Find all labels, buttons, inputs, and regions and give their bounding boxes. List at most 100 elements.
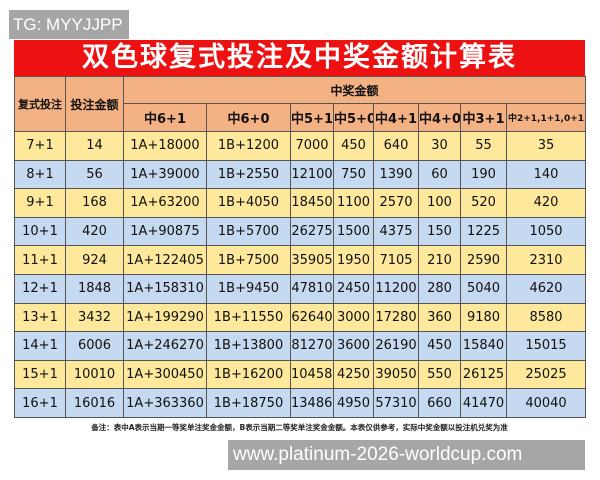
table-cell: 1A+300450 bbox=[123, 359, 207, 390]
table-cell: 35905 bbox=[290, 245, 334, 275]
table-cell: 9180 bbox=[460, 302, 507, 333]
table-cell: 11200 bbox=[373, 273, 419, 304]
table-cell: 2310 bbox=[505, 245, 587, 275]
table-cell: 168 bbox=[65, 188, 124, 218]
table-cell: 11+1 bbox=[14, 245, 66, 275]
table-cell: 4620 bbox=[505, 273, 587, 304]
table-cell: 550 bbox=[418, 359, 461, 390]
table-cell: 3432 bbox=[65, 302, 124, 333]
table-cell: 1A+18000 bbox=[123, 131, 207, 161]
table-row: 12+1 1848 1A+158310 1B+9450 47810 2450 11200 28… bbox=[14, 273, 587, 304]
table-cell: 10010 bbox=[65, 359, 124, 390]
table-row: 11+1 924 1A+122405 1B+7500 35905 1950 7105 210 2… bbox=[14, 245, 587, 275]
table-cell: 14+1 bbox=[14, 331, 66, 361]
table-cell: 1B+4050 bbox=[206, 188, 291, 218]
header-prize: 中4+0 bbox=[418, 103, 461, 132]
table-cell: 1B+16200 bbox=[206, 359, 291, 390]
table-cell: 17280 bbox=[373, 302, 419, 333]
table-cell: 520 bbox=[460, 188, 507, 218]
table-cell: 640 bbox=[373, 131, 419, 161]
table-cell: 26190 bbox=[373, 331, 419, 361]
table-cell: 2450 bbox=[333, 273, 374, 304]
header-prize: 中6+1 bbox=[123, 103, 207, 132]
table-cell: 190 bbox=[460, 159, 507, 190]
header-prize-group: 中奖金额 bbox=[122, 76, 587, 104]
table-cell: 57310 bbox=[373, 388, 419, 418]
table-cell: 5040 bbox=[460, 273, 507, 304]
table-cell: 1B+9450 bbox=[206, 273, 291, 304]
table-cell: 1A+63200 bbox=[123, 188, 207, 218]
table-cell: 60 bbox=[418, 159, 461, 190]
table-cell: 1B+11550 bbox=[206, 302, 291, 333]
header-bet-amount: 投注金额 bbox=[65, 76, 124, 132]
footnote: 备注：表中A表示当期一等奖单注奖金金额，B表示当期二等奖单注奖金金额。本表仅供参… bbox=[91, 423, 508, 432]
table-cell: 8580 bbox=[505, 302, 587, 333]
table-cell: 3600 bbox=[333, 331, 374, 361]
header-prize: 中5+1 bbox=[290, 103, 334, 132]
table-cell: 280 bbox=[418, 273, 461, 304]
table-cell: 10+1 bbox=[14, 216, 66, 247]
table-cell: 1950 bbox=[333, 245, 374, 275]
table-cell: 16+1 bbox=[14, 388, 66, 418]
table-cell: 26275 bbox=[290, 216, 334, 247]
table-cell: 25025 bbox=[505, 359, 587, 390]
table-cell: 134860 bbox=[290, 388, 334, 418]
header-prize: 中2+1,1+1,0+1 bbox=[505, 103, 587, 132]
table-cell: 1B+18750 bbox=[206, 388, 291, 418]
table-cell: 30 bbox=[418, 131, 461, 161]
table-cell: 1A+39000 bbox=[123, 159, 207, 190]
table-cell: 1B+2550 bbox=[206, 159, 291, 190]
table-row: 15+1100101A+3004501B+1620010458042503905… bbox=[14, 359, 587, 390]
table-row: 16+1160161A+3633601B+1875013486049505731… bbox=[14, 388, 587, 418]
table-row: 14+1 6006 1A+246270 1B+13800 81270 3600 26190 4… bbox=[14, 331, 587, 361]
prize-table: 复式投注 投注金额 中奖金额 中6+1 中6+0 中5+1 中5+0 中4+1 中4+0 中… bbox=[14, 76, 587, 418]
table-cell: 924 bbox=[65, 245, 124, 275]
table-cell: 39050 bbox=[373, 359, 419, 390]
table-cell: 100 bbox=[418, 188, 461, 218]
header-prize: 中4+1 bbox=[373, 103, 419, 132]
table-cell: 55 bbox=[460, 131, 507, 161]
table-cell: 450 bbox=[418, 331, 461, 361]
table-cell: 7000 bbox=[290, 131, 334, 161]
table-row: 7+1 14 1A+18000 1B+1200 7000 450 640 30 55 35 bbox=[14, 131, 587, 161]
table-cell: 2570 bbox=[373, 188, 419, 218]
table-cell: 1225 bbox=[460, 216, 507, 247]
table-cell: 4375 bbox=[373, 216, 419, 247]
table-cell: 56 bbox=[65, 159, 124, 190]
table-cell: 35 bbox=[505, 131, 587, 161]
table-cell: 104580 bbox=[290, 359, 334, 390]
table-row: 8+1 56 1A+39000 1B+2550 12100 750 1390 60 190 140 bbox=[14, 159, 587, 190]
table-cell: 14 bbox=[65, 131, 124, 161]
table-cell: 1390 bbox=[373, 159, 419, 190]
table-cell: 9+1 bbox=[14, 188, 66, 218]
table-cell: 1A+158310 bbox=[123, 273, 207, 304]
table-cell: 420 bbox=[65, 216, 124, 247]
table-cell: 1A+363360 bbox=[123, 388, 207, 418]
table-cell: 62640 bbox=[290, 302, 334, 333]
table-cell: 7+1 bbox=[14, 131, 66, 161]
table-cell: 3000 bbox=[333, 302, 374, 333]
table-cell: 81270 bbox=[290, 331, 334, 361]
table-cell: 41470 bbox=[460, 388, 507, 418]
table-cell: 4250 bbox=[333, 359, 374, 390]
watermark-bottom: www.platinum-2026-worldcup.com bbox=[228, 440, 585, 470]
table-cell: 26125 bbox=[460, 359, 507, 390]
table-cell: 1A+122405 bbox=[123, 245, 207, 275]
table-cell: 18450 bbox=[290, 188, 334, 218]
table-cell: 660 bbox=[418, 388, 461, 418]
table-cell: 1848 bbox=[65, 273, 124, 304]
table-cell: 1100 bbox=[333, 188, 374, 218]
table-cell: 7105 bbox=[373, 245, 419, 275]
table-cell: 12100 bbox=[290, 159, 334, 190]
table-cell: 15840 bbox=[460, 331, 507, 361]
table-cell: 1A+90875 bbox=[123, 216, 207, 247]
table-cell: 210 bbox=[418, 245, 461, 275]
table-cell: 6006 bbox=[65, 331, 124, 361]
table-row: 10+1 420 1A+90875 1B+5700 26275 1500 4375 150 12… bbox=[14, 216, 587, 247]
table-cell: 12+1 bbox=[14, 273, 66, 304]
table-cell: 15+1 bbox=[14, 359, 66, 390]
table-cell: 150 bbox=[418, 216, 461, 247]
header-prize: 中5+0 bbox=[333, 103, 374, 132]
table-cell: 47810 bbox=[290, 273, 334, 304]
table-cell: 1050 bbox=[505, 216, 587, 247]
